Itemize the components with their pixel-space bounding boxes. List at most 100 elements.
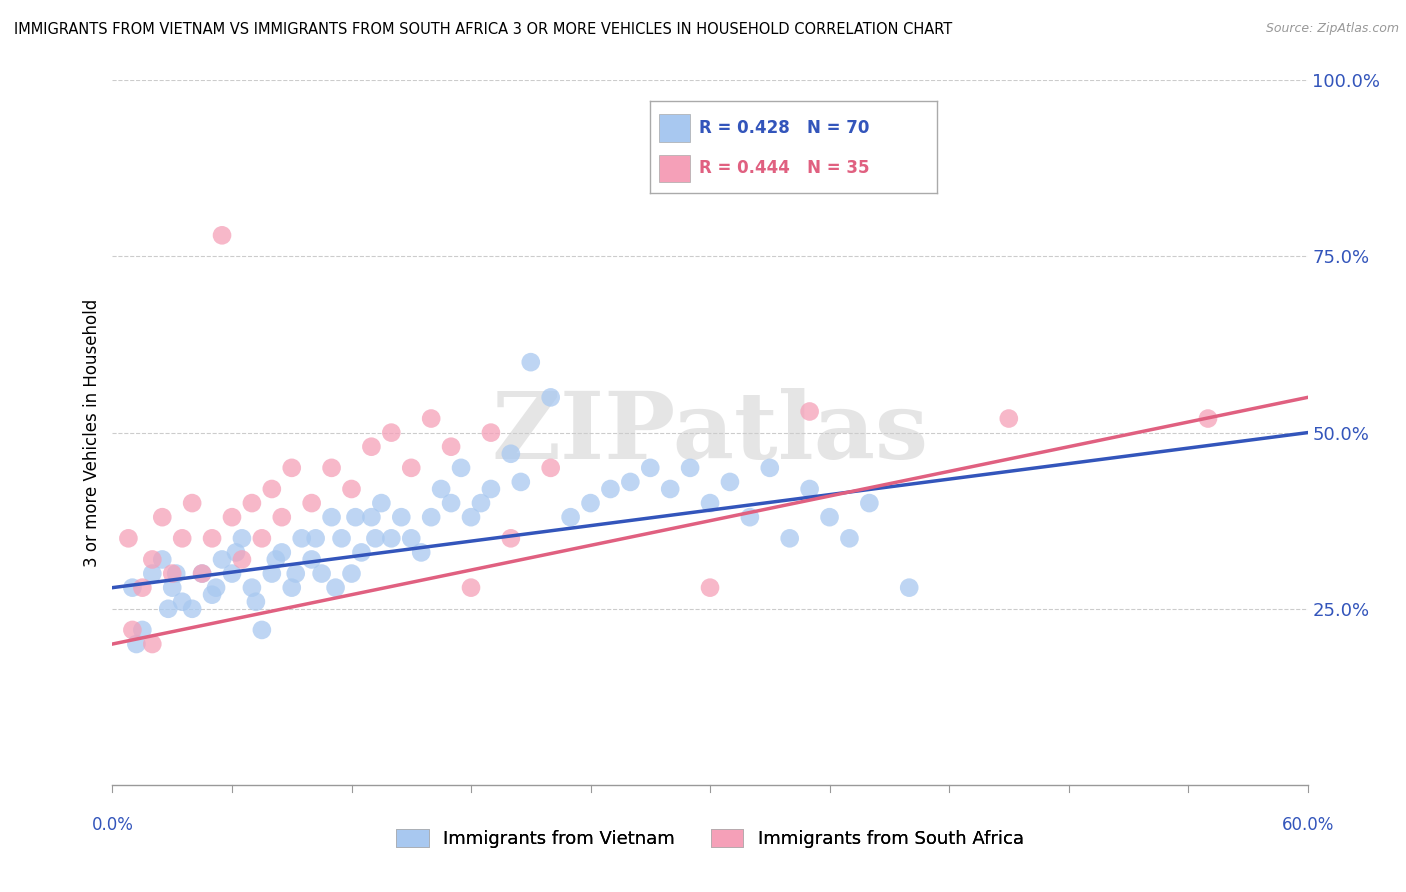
Point (117, 532, 139, 546)
Point (799, 482, 821, 496)
Point (245, 595, 267, 609)
Text: 0.0%: 0.0% (91, 815, 134, 833)
Point (191, 566, 214, 581)
Point (162, 566, 183, 581)
Point (640, 460, 662, 475)
Text: 60.0%: 60.0% (1281, 815, 1334, 833)
Point (325, 581, 347, 595)
Point (264, 552, 287, 566)
Point (679, 460, 702, 475)
Point (540, 391, 562, 405)
Point (260, 482, 283, 496)
Point (360, 510, 382, 524)
Point (440, 496, 463, 510)
Point (364, 532, 387, 546)
Point (460, 581, 482, 595)
Point (250, 532, 273, 546)
Point (181, 601, 204, 615)
Point (141, 552, 163, 566)
Point (205, 581, 228, 595)
Point (125, 637, 148, 651)
Point (540, 460, 562, 475)
Point (509, 475, 531, 489)
Point (121, 581, 143, 595)
Point (301, 552, 323, 566)
Point (284, 566, 307, 581)
Point (460, 510, 482, 524)
Point (121, 623, 143, 637)
Legend: Immigrants from Vietnam, Immigrants from South Africa: Immigrants from Vietnam, Immigrants from… (387, 820, 1033, 857)
Point (479, 482, 502, 496)
Point (401, 460, 423, 475)
Point (191, 566, 214, 581)
Point (1197, 411, 1219, 425)
Point (440, 440, 463, 454)
Point (321, 460, 343, 475)
Point (699, 581, 721, 595)
Point (799, 404, 821, 418)
Point (172, 595, 194, 609)
Point (599, 482, 621, 496)
Point (520, 355, 543, 369)
Point (718, 475, 741, 489)
Point (221, 566, 243, 581)
Point (858, 496, 880, 510)
Point (172, 532, 194, 546)
Point (231, 552, 253, 566)
Point (450, 460, 472, 475)
Point (420, 510, 443, 524)
Point (738, 510, 761, 524)
Point (759, 460, 782, 475)
Point (150, 510, 173, 524)
Point (131, 581, 153, 595)
Text: IMMIGRANTS FROM VIETNAM VS IMMIGRANTS FROM SOUTH AFRICA 3 OR MORE VEHICLES IN HO: IMMIGRANTS FROM VIETNAM VS IMMIGRANTS FR… (14, 22, 952, 37)
Point (240, 496, 263, 510)
Text: ZIPatlas: ZIPatlas (492, 388, 928, 477)
Point (699, 496, 721, 510)
Point (470, 496, 492, 510)
Point (162, 581, 183, 595)
Point (998, 411, 1021, 425)
Point (221, 510, 243, 524)
Point (344, 510, 367, 524)
Point (380, 532, 402, 546)
Point (619, 475, 641, 489)
Point (141, 566, 163, 581)
Point (321, 510, 343, 524)
Point (201, 532, 224, 546)
Point (165, 566, 187, 581)
Point (579, 496, 602, 510)
Point (818, 510, 841, 524)
Point (330, 532, 353, 546)
Point (281, 581, 304, 595)
Point (201, 588, 224, 602)
Point (240, 581, 263, 595)
Point (411, 545, 433, 559)
Point (181, 496, 204, 510)
Point (560, 510, 582, 524)
Point (211, 552, 233, 566)
Point (260, 566, 283, 581)
Point (131, 623, 153, 637)
Point (779, 532, 801, 546)
Point (250, 623, 273, 637)
Point (311, 566, 333, 581)
Point (291, 532, 314, 546)
Point (350, 545, 373, 559)
Point (305, 532, 328, 546)
Point (430, 482, 453, 496)
Point (401, 532, 423, 546)
Point (898, 581, 921, 595)
Point (270, 545, 292, 559)
Point (420, 411, 443, 425)
Point (340, 482, 363, 496)
Point (301, 496, 323, 510)
Point (479, 425, 502, 440)
Y-axis label: 3 or more Vehicles in Household: 3 or more Vehicles in Household (83, 299, 101, 566)
Text: Source: ZipAtlas.com: Source: ZipAtlas.com (1265, 22, 1399, 36)
Point (157, 601, 180, 615)
Point (225, 545, 247, 559)
Point (141, 637, 163, 651)
Point (231, 532, 253, 546)
Point (499, 447, 522, 461)
